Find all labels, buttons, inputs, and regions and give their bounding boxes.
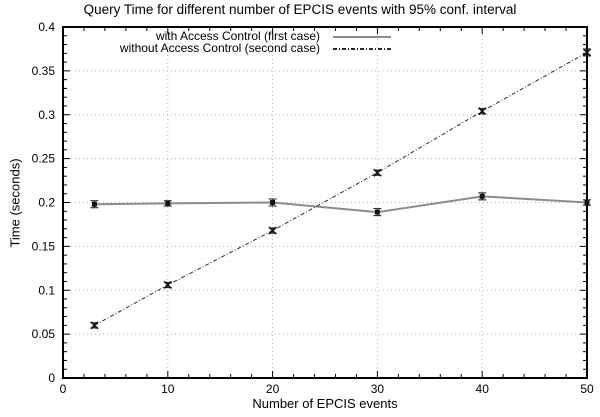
- series-line: [94, 52, 588, 326]
- legend-label-with-access-control: with Access Control (first case): [155, 29, 320, 43]
- y-tick-label: 0.3: [38, 108, 55, 122]
- x-tick-label: 50: [580, 382, 594, 396]
- y-tick-label: 0.25: [32, 152, 56, 166]
- x-tick-label: 40: [476, 382, 490, 396]
- y-tick-label: 0.1: [38, 283, 55, 297]
- y-tick-label: 0: [48, 371, 55, 385]
- data-point-marker: [374, 209, 380, 215]
- y-tick-label: 0.4: [38, 20, 55, 34]
- legend-row-with-access-control: with Access Control (first case): [0, 30, 600, 43]
- y-tick-label: 0.15: [32, 239, 56, 253]
- legend-sample-solid: [333, 36, 391, 38]
- series-2: [90, 48, 592, 330]
- data-point-marker: [584, 200, 590, 205]
- x-axis-label: Number of EPCIS events: [252, 396, 398, 411]
- legend-row-without-access-control: without Access Control (second case): [0, 42, 600, 55]
- data-point-marker: [270, 200, 276, 205]
- y-tick-label: 0.35: [32, 64, 56, 78]
- y-tick-label: 0.2: [38, 196, 55, 210]
- tick-labels: 0 10 20 30 40 50 0 0.05 0.1 0.15 0.2 0.25 0.3 0.35 0.4: [32, 20, 594, 396]
- x-tick-label: 30: [371, 382, 385, 396]
- y-axis-label: Time (seconds): [7, 158, 23, 248]
- gridlines: [63, 27, 587, 378]
- chart-title: Query Time for different number of EPCIS…: [83, 2, 517, 17]
- data-point-marker: [165, 200, 171, 206]
- axis-ticks: [62, 26, 588, 379]
- x-tick-label: 10: [161, 382, 175, 396]
- y-tick-label: 0.05: [32, 327, 56, 341]
- x-tick-label: 20: [266, 382, 280, 396]
- legend-label-without-access-control: without Access Control (second case): [119, 41, 320, 55]
- legend-sample-dashdot: [333, 48, 391, 50]
- plot-border: [62, 26, 588, 379]
- x-tick-label: 0: [60, 382, 67, 396]
- data-point-marker: [479, 193, 485, 199]
- series-line: [94, 195, 588, 214]
- series-1: [90, 192, 591, 217]
- data-point-marker: [91, 201, 97, 207]
